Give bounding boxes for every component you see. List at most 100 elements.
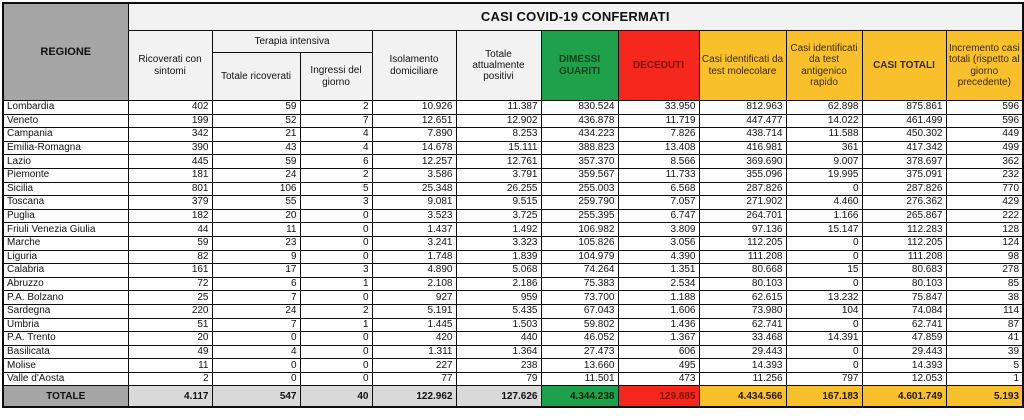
cell-casi-totali: 74.084 <box>861 303 947 319</box>
cell-ti-totale-ricoverati: 11 <box>211 222 301 237</box>
cell-dimessi-guariti: 104.979 <box>540 249 619 265</box>
cell-dimessi-guariti: 67.043 <box>540 303 619 319</box>
cell-casi-totali: 112.283 <box>861 222 947 237</box>
column-header-isolamento-domiciliare: Isolamento domiciliare <box>371 30 457 101</box>
cell-totale-attualmente-positivi: 1.503 <box>455 317 542 333</box>
cell-isolamento-domiciliare: 3.241 <box>371 235 457 251</box>
cell-ti-ingressi-del-giorno: 2 <box>299 303 373 319</box>
cell-isolamento-domiciliare: 927 <box>371 290 457 305</box>
cell-ricoverati-con-sintomi: 49 <box>127 344 213 360</box>
cell-ti-ingressi-del-giorno: 4 <box>299 140 373 156</box>
table-row: P.A. Bolzano 25 7 0 927 959 73.700 1.188 62.615 1… <box>2 290 1024 305</box>
column-header-ricoverati-con-sintomi: Ricoverati con sintomi <box>127 30 213 101</box>
cell-test-molecolare: 438.714 <box>698 127 787 142</box>
table-row: Umbria 51 7 1 1.445 1.503 59.802 1.436 62.741 0 62… <box>2 317 1024 333</box>
cell-deceduti: 6.568 <box>617 181 700 197</box>
cell-casi-totali: 287.826 <box>861 181 947 197</box>
cell-ricoverati-con-sintomi: 51 <box>127 317 213 333</box>
cell-incremento-casi-totali: 38 <box>945 290 1024 305</box>
cell-ti-totale-ricoverati: 24 <box>211 167 301 183</box>
cell-totale-attualmente-positivi: 5.435 <box>455 303 542 319</box>
cell-regione: Lombardia <box>2 100 129 115</box>
cell-totale-attualmente-positivi: 11.387 <box>455 100 542 115</box>
cell-incremento-casi-totali: 596 <box>945 113 1024 129</box>
cell-deceduti: 1.351 <box>617 263 700 278</box>
cell-test-antigenico-rapido: 15 <box>785 263 863 278</box>
cell-dimessi-guariti: 106.982 <box>540 222 619 237</box>
cell-isolamento-domiciliare: 10.926 <box>371 100 457 115</box>
cell-deceduti: 7.057 <box>617 195 700 210</box>
cell-test-molecolare: 73.980 <box>698 303 787 319</box>
cell-isolamento-domiciliare: 12.651 <box>371 113 457 129</box>
cell-test-antigenico-rapido: 14.022 <box>785 113 863 129</box>
cell-regione: Umbria <box>2 317 129 333</box>
cell-isolamento-domiciliare: 77 <box>371 371 457 387</box>
cell-casi-totali: 450.302 <box>861 127 947 142</box>
cell-ti-totale-ricoverati: 6 <box>211 276 301 292</box>
cell-ti-ingressi-del-giorno: 0 <box>299 249 373 265</box>
cell-test-molecolare: 80.103 <box>698 276 787 292</box>
cell-regione: Lazio <box>2 154 129 169</box>
cell-regione: Friuli Venezia Giulia <box>2 222 129 237</box>
cell-ti-totale-ricoverati: 7 <box>211 290 301 305</box>
cell-dimessi-guariti: 388.823 <box>540 140 619 156</box>
cell-ricoverati-con-sintomi: 20 <box>127 331 213 346</box>
cell-casi-totali: 875.861 <box>861 100 947 115</box>
cell-dimessi-guariti: 59.802 <box>540 317 619 333</box>
cell-incremento-casi-totali: 98 <box>945 249 1024 265</box>
cell-isolamento-domiciliare: 1.445 <box>371 317 457 333</box>
cell-dimessi-guariti: 75.383 <box>540 276 619 292</box>
table-header: REGIONE CASI COVID-19 CONFERMATI Ricover… <box>2 2 1024 101</box>
cell-test-antigenico-rapido: 797 <box>785 371 863 387</box>
cell-regione: Liguria <box>2 249 129 265</box>
cell-ti-ingressi-del-giorno: 0 <box>299 290 373 305</box>
cell-casi-totali: 62.741 <box>861 317 947 333</box>
cell-test-antigenico-rapido: 11.588 <box>785 127 863 142</box>
cell-dimessi-guariti: 13.660 <box>540 358 619 373</box>
table-row: Lazio 445 59 6 12.257 12.761 357.370 8.566 369.6… <box>2 154 1024 169</box>
cell-test-molecolare: 11.256 <box>698 371 787 387</box>
cell-regione: Toscana <box>2 195 129 210</box>
total-test-antigenico-rapido: 167.183 <box>785 385 863 408</box>
column-header-deceduti: DECEDUTI <box>617 30 700 101</box>
covid-report: REGIONE CASI COVID-19 CONFERMATI Ricover… <box>2 2 1024 409</box>
cell-ricoverati-con-sintomi: 82 <box>127 249 213 265</box>
cell-ti-ingressi-del-giorno: 0 <box>299 358 373 373</box>
cell-test-molecolare: 812.963 <box>698 100 787 115</box>
cell-casi-totali: 111.208 <box>861 249 947 265</box>
cell-incremento-casi-totali: 87 <box>945 317 1024 333</box>
cell-test-antigenico-rapido: 4.460 <box>785 195 863 210</box>
cell-incremento-casi-totali: 124 <box>945 235 1024 251</box>
cell-regione: Abruzzo <box>2 276 129 292</box>
cell-deceduti: 2.534 <box>617 276 700 292</box>
cell-casi-totali: 29.443 <box>861 344 947 360</box>
table-title: CASI COVID-19 CONFERMATI <box>127 2 1024 31</box>
cell-casi-totali: 80.103 <box>861 276 947 292</box>
cell-deceduti: 33.950 <box>617 100 700 115</box>
total-attualmente-positivi: 127.626 <box>455 385 542 408</box>
cell-regione: Basilicata <box>2 344 129 360</box>
table-row: Puglia 182 20 0 3.523 3.725 255.395 6.747 264.70… <box>2 208 1024 224</box>
cell-deceduti: 8.566 <box>617 154 700 169</box>
table-row: Sardegna 220 24 2 5.191 5.435 67.043 1.606 73.98… <box>2 303 1024 319</box>
cell-test-molecolare: 33.468 <box>698 331 787 346</box>
cell-ti-totale-ricoverati: 20 <box>211 208 301 224</box>
cell-test-molecolare: 62.615 <box>698 290 787 305</box>
table-footer: TOTALE 4.117 547 40 122.962 127.626 4.34… <box>2 385 1024 408</box>
table-row: Marche 59 23 0 3.241 3.323 105.826 3.056 112.205… <box>2 235 1024 251</box>
cell-ti-totale-ricoverati: 4 <box>211 344 301 360</box>
cell-dimessi-guariti: 436.878 <box>540 113 619 129</box>
cell-deceduti: 1.367 <box>617 331 700 346</box>
cell-totale-attualmente-positivi: 8.253 <box>455 127 542 142</box>
cell-regione: Campania <box>2 127 129 142</box>
table-row: Campania 342 21 4 7.890 8.253 434.223 7.826 438.… <box>2 127 1024 142</box>
header-subgroup-row: Totale ricoverati Ingressi del giorno <box>3 52 1023 101</box>
cell-regione: Sardegna <box>2 303 129 319</box>
cell-incremento-casi-totali: 278 <box>945 263 1024 278</box>
cell-casi-totali: 75.847 <box>861 290 947 305</box>
cell-ricoverati-con-sintomi: 379 <box>127 195 213 210</box>
column-header-ti-ingressi-del-giorno: Ingressi del giorno <box>299 52 373 101</box>
cell-ricoverati-con-sintomi: 2 <box>127 371 213 387</box>
table-row: Piemonte 181 24 2 3.586 3.791 359.567 11.733 355… <box>2 167 1024 183</box>
cell-ti-ingressi-del-giorno: 2 <box>299 100 373 115</box>
